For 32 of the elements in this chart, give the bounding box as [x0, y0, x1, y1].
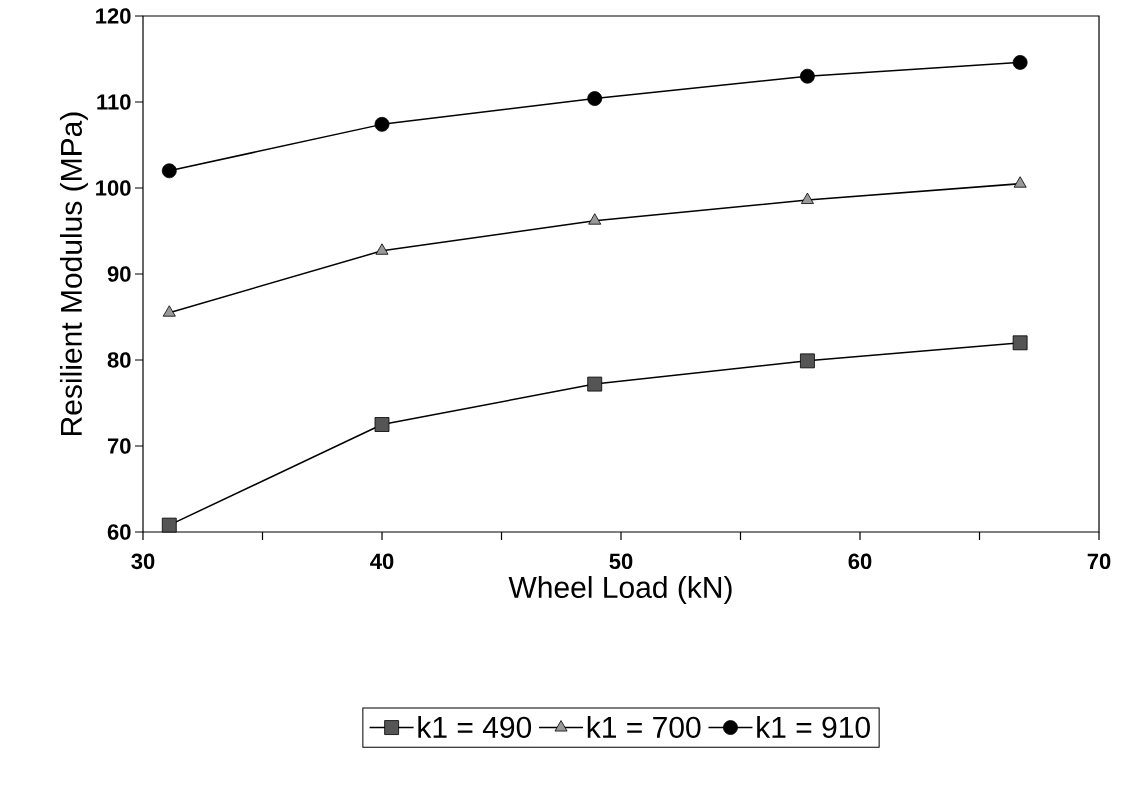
x-tick-label: 50 — [609, 553, 633, 570]
point — [587, 376, 603, 392]
y-tick-label: 100 — [96, 180, 131, 196]
x-axis-title: Wheel Load (kN) — [508, 576, 732, 604]
y-tick-label: 90 — [107, 266, 131, 282]
y-tick-label: 110 — [97, 94, 131, 110]
y-axis-title: Resilient Modulus (MPa) — [59, 112, 88, 435]
y-tick-label: 70 — [107, 438, 131, 454]
point — [800, 68, 815, 84]
legend-label: k1 = 490 — [418, 715, 532, 738]
x-tick-label: 70 — [1087, 553, 1111, 570]
point — [800, 192, 814, 204]
x-tick-label: 60 — [848, 553, 872, 570]
y-tick-label: 120 — [96, 8, 131, 24]
point — [1012, 55, 1028, 70]
y-tick-label: 60 — [107, 524, 131, 540]
x-tick-label: 30 — [131, 553, 155, 570]
point — [587, 91, 603, 106]
y-tick-label: 80 — [107, 352, 131, 368]
point — [1013, 176, 1027, 188]
point — [162, 305, 176, 317]
x-tick-label: 40 — [370, 553, 394, 570]
legend-label: k1 = 700 — [587, 715, 701, 738]
point — [375, 243, 389, 255]
point — [1012, 335, 1028, 351]
point — [161, 517, 177, 533]
point — [161, 163, 177, 179]
legend-label: k1 = 910 — [757, 715, 870, 738]
point — [588, 213, 602, 225]
point — [374, 116, 390, 132]
point — [374, 417, 390, 432]
point — [800, 353, 815, 369]
